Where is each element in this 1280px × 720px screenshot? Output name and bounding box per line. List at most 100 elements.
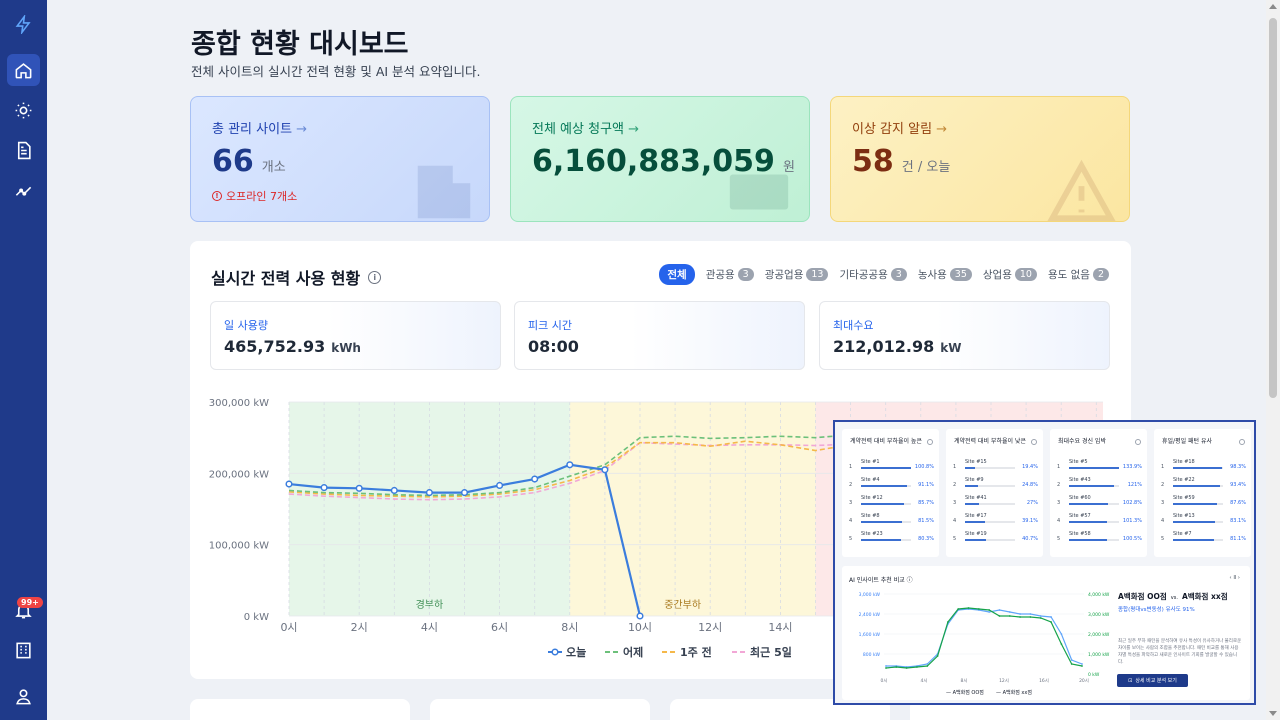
total-sites-value: 66	[212, 144, 254, 179]
rank: 5	[1161, 536, 1165, 542]
filter-other-public[interactable]: 기타공공용 3	[839, 267, 907, 282]
building-icon[interactable]	[7, 634, 40, 666]
rank: 4	[849, 518, 853, 524]
y-tick-label: 4,000 kW	[1088, 592, 1110, 598]
ranking-row[interactable]: 4 Site #8 81.5%	[847, 513, 934, 527]
info-icon[interactable]: i	[368, 270, 382, 284]
bar-fill	[1173, 467, 1222, 469]
ranking-row[interactable]: 2 Site #43 121%	[1055, 477, 1142, 491]
bar-track	[1069, 467, 1119, 469]
max-demand-stat: 최대수요 212,012.98 kW	[819, 301, 1110, 370]
ranking-row[interactable]: 1 Site #15 19.4%	[951, 459, 1038, 473]
site-pct: 39.1%	[1022, 518, 1038, 524]
scroll-up-icon[interactable]	[1269, 4, 1277, 9]
x-tick-label: 4시	[421, 621, 438, 634]
ranking-row[interactable]: 5 Site #19 40.7%	[951, 531, 1038, 545]
home-icon[interactable]	[7, 54, 40, 86]
similarity-text: 종합(평대vs변동성) 유사도 91%	[1118, 607, 1195, 613]
filter-government[interactable]: 관공용 3	[706, 267, 754, 282]
analytics-icon[interactable]	[7, 174, 40, 206]
ranking-row[interactable]: 1 Site #18 98.3%	[1159, 459, 1246, 473]
billing-card[interactable]: 전체 예상 청구액 → 6,160,883,059 원	[510, 96, 810, 222]
ranking-row[interactable]: 3 Site #60 102.8%	[1055, 495, 1142, 509]
ranking-row[interactable]: 1 Site #5 133.9%	[1055, 459, 1142, 473]
legend-label: 오늘	[566, 646, 586, 659]
data-point	[1050, 616, 1052, 618]
data-point	[390, 486, 398, 495]
rank: 5	[1057, 536, 1061, 542]
info-icon[interactable]	[1239, 439, 1245, 445]
x-tick-label: 10시	[628, 621, 652, 634]
data-point	[885, 667, 887, 669]
data-point	[460, 489, 469, 497]
rank: 2	[849, 482, 853, 488]
bar-track	[1069, 503, 1119, 505]
data-point	[926, 663, 929, 665]
bar-fill	[1069, 485, 1114, 487]
info-icon[interactable]	[1135, 439, 1141, 445]
site-pct: 100.5%	[1122, 536, 1142, 542]
filter-industrial[interactable]: 광공업용 13	[765, 267, 829, 282]
ranking-row[interactable]: 5 Site #7 81.1%	[1159, 531, 1246, 545]
info-icon[interactable]	[927, 439, 933, 445]
rank: 3	[953, 500, 957, 506]
rank: 5	[953, 536, 957, 542]
ranking-card: 계약전력 대비 부하율이 낮은 1 Site #15 19.4% 2 Site #9 24.…	[946, 429, 1043, 557]
document-icon[interactable]	[7, 134, 40, 166]
total-sites-card[interactable]: 총 관리 사이트 → 66 개소 ! 오프라인 7개소	[190, 96, 490, 222]
site-pct: 87.6%	[1230, 500, 1246, 506]
sun-icon[interactable]	[7, 94, 40, 126]
bar-fill	[1173, 521, 1215, 523]
data-point	[936, 655, 939, 657]
site-name: Site #9	[965, 477, 984, 483]
y-tick-label: 0 kW	[244, 612, 269, 623]
bottom-card	[430, 699, 650, 720]
page-scrollbar[interactable]	[1266, 0, 1280, 720]
filter-commercial[interactable]: 상업용 10	[983, 267, 1037, 282]
legend-item: 최근 5일	[732, 645, 792, 659]
ranking-row[interactable]: 2 Site #22 93.4%	[1159, 477, 1246, 491]
carousel-nav[interactable]: ‹ Ⅱ ›	[1229, 575, 1240, 581]
bar-fill	[1173, 503, 1217, 505]
filter-all[interactable]: 전체	[659, 264, 695, 285]
scroll-thumb[interactable]	[1269, 18, 1277, 398]
data-point	[531, 475, 539, 483]
ranking-row[interactable]: 3 Site #41 27%	[951, 495, 1038, 509]
ranking-row[interactable]: 4 Site #13 83.1%	[1159, 513, 1246, 527]
info-icon[interactable]	[1031, 439, 1037, 445]
rank: 2	[1057, 482, 1061, 488]
scroll-down-icon[interactable]	[1269, 711, 1277, 716]
ranking-row[interactable]: 2 Site #9 24.8%	[951, 477, 1038, 491]
data-point	[1070, 659, 1073, 661]
site-name: Site #59	[1173, 495, 1195, 501]
ranking-row[interactable]: 5 Site #23 80.3%	[847, 531, 934, 545]
detail-compare-button[interactable]: ⊡ 상세 비교 분석 보기	[1117, 674, 1188, 687]
anomaly-card[interactable]: 이상 감지 알림 → 58 건 / 오늘	[830, 96, 1130, 222]
x-tick-label: 16시	[1039, 678, 1049, 684]
ai-insight-title: AI 인사이트 추천 비교 ⓘ	[849, 577, 913, 584]
insight-preview-window[interactable]: 계약전력 대비 부하율이 높은 1 Site #1 100.8% 2 Site #4 91.…	[833, 420, 1256, 705]
site-name: Site #12	[861, 495, 883, 501]
ranking-row[interactable]: 3 Site #12 85.7%	[847, 495, 934, 509]
bottom-card	[190, 699, 410, 720]
ranking-card-title: 최대수요 경신 임박	[1058, 438, 1106, 445]
bar-fill	[965, 539, 986, 541]
bar-fill	[1069, 467, 1119, 469]
ranking-row[interactable]: 2 Site #4 91.1%	[847, 477, 934, 491]
ranking-row[interactable]: 4 Site #57 101.3%	[1055, 513, 1142, 527]
bar-fill	[1069, 539, 1107, 541]
bar-fill	[861, 485, 907, 487]
rank: 4	[1161, 518, 1165, 524]
bar-fill	[861, 503, 904, 505]
site-name: Site #41	[965, 495, 987, 501]
ranking-row[interactable]: 1 Site #1 100.8%	[847, 459, 934, 473]
filter-no-usage[interactable]: 용도 없음 2	[1048, 267, 1109, 282]
filter-agriculture[interactable]: 농사용 35	[918, 267, 972, 282]
logo-bolt-icon[interactable]	[7, 8, 40, 40]
ranking-row[interactable]: 5 Site #58 100.5%	[1055, 531, 1142, 545]
ranking-row[interactable]: 4 Site #17 39.1%	[951, 513, 1038, 527]
user-icon[interactable]	[7, 680, 40, 712]
bar-track	[965, 539, 1015, 541]
legend-label-b: — A백화점 xx점	[996, 689, 1032, 696]
ranking-row[interactable]: 3 Site #59 87.6%	[1159, 495, 1246, 509]
